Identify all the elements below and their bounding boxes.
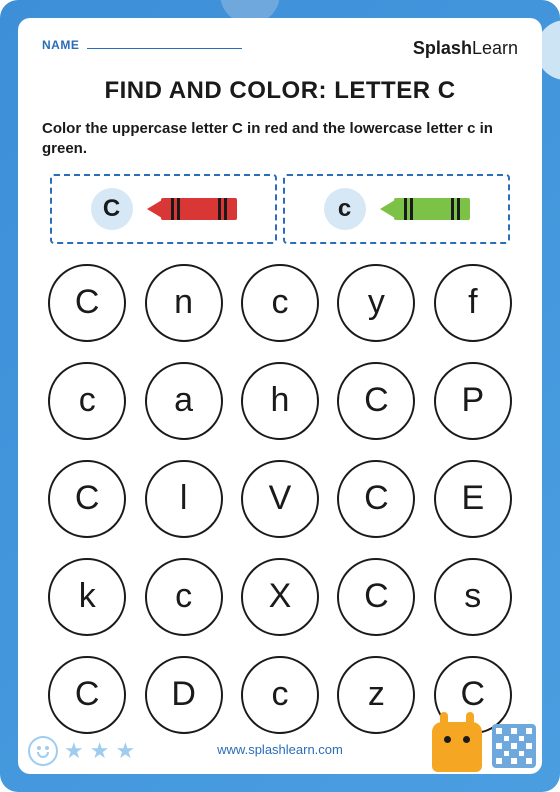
letter-circle[interactable]: V	[241, 460, 319, 538]
legend-row: C c	[50, 174, 510, 244]
name-input-line[interactable]	[87, 48, 242, 49]
letter-circle[interactable]: c	[48, 362, 126, 440]
name-field-area: NAME	[42, 38, 242, 52]
legend-lowercase-box: c	[283, 174, 510, 244]
crayon-green-icon	[380, 198, 470, 220]
worksheet-inner: NAME SplashLearn FIND AND COLOR: LETTER …	[18, 18, 542, 774]
letter-circle[interactable]: P	[434, 362, 512, 440]
header-row: NAME SplashLearn	[42, 38, 518, 59]
rating-area: ★ ★ ★	[28, 736, 135, 766]
mascot-icon	[432, 722, 482, 772]
letter-circle[interactable]: z	[337, 656, 415, 734]
star-icon: ★	[90, 738, 110, 764]
letter-circle[interactable]: n	[145, 264, 223, 342]
letter-circle[interactable]: l	[145, 460, 223, 538]
letter-circle[interactable]: y	[337, 264, 415, 342]
letter-circle[interactable]: c	[145, 558, 223, 636]
letter-circle[interactable]: C	[337, 460, 415, 538]
letter-circle[interactable]: C	[48, 656, 126, 734]
letter-grid: CncyfcahCPClVCEkcXCsCDczC	[42, 264, 518, 734]
letter-circle[interactable]: C	[48, 264, 126, 342]
logo-bold: Splash	[413, 38, 472, 58]
legend-uppercase-box: C	[50, 174, 277, 244]
name-label: NAME	[42, 38, 79, 52]
letter-circle[interactable]: X	[241, 558, 319, 636]
star-icon: ★	[115, 738, 135, 764]
worksheet-title: FIND AND COLOR: LETTER C	[42, 77, 518, 105]
letter-circle[interactable]: h	[241, 362, 319, 440]
letter-circle[interactable]: f	[434, 264, 512, 342]
crayon-red-icon	[147, 198, 237, 220]
legend-lowercase-letter: c	[324, 188, 366, 230]
letter-circle[interactable]: C	[337, 362, 415, 440]
letter-circle[interactable]: D	[145, 656, 223, 734]
smiley-icon	[28, 736, 58, 766]
worksheet-frame: NAME SplashLearn FIND AND COLOR: LETTER …	[0, 0, 560, 792]
brand-logo: SplashLearn	[413, 38, 518, 59]
letter-circle[interactable]: a	[145, 362, 223, 440]
letter-circle[interactable]: c	[241, 264, 319, 342]
letter-circle[interactable]: s	[434, 558, 512, 636]
instructions-text: Color the uppercase letter C in red and …	[42, 119, 518, 160]
logo-thin: Learn	[472, 38, 518, 58]
footer: ★ ★ ★ www.splashlearn.com	[18, 724, 542, 774]
footer-url: www.splashlearn.com	[217, 742, 343, 757]
letter-circle[interactable]: k	[48, 558, 126, 636]
letter-circle[interactable]: c	[241, 656, 319, 734]
legend-uppercase-letter: C	[91, 188, 133, 230]
letter-circle[interactable]: E	[434, 460, 512, 538]
letter-circle[interactable]: C	[337, 558, 415, 636]
qr-code-icon	[492, 724, 536, 768]
letter-circle[interactable]: C	[48, 460, 126, 538]
star-icon: ★	[64, 738, 84, 764]
